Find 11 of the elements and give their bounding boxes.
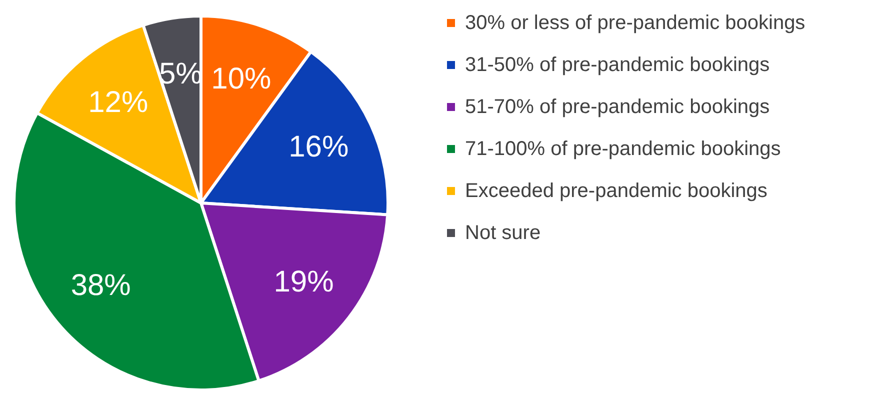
data-label: 38% xyxy=(70,268,131,302)
legend-label: 31-50% of pre-pandemic bookings xyxy=(465,54,770,76)
data-label: 10% xyxy=(211,62,272,96)
legend-label: Not sure xyxy=(465,222,541,244)
legend-label: 51-70% of pre-pandemic bookings xyxy=(465,96,770,118)
data-label: 19% xyxy=(274,266,334,299)
data-label: 16% xyxy=(288,130,349,164)
legend-label: 30% or less of pre-pandemic bookings xyxy=(465,12,806,34)
data-label: 12% xyxy=(88,86,148,119)
legend-label: Exceeded pre-pandemic bookings xyxy=(465,180,768,202)
legend-label: 71-100% of pre-pandemic bookings xyxy=(465,138,781,160)
